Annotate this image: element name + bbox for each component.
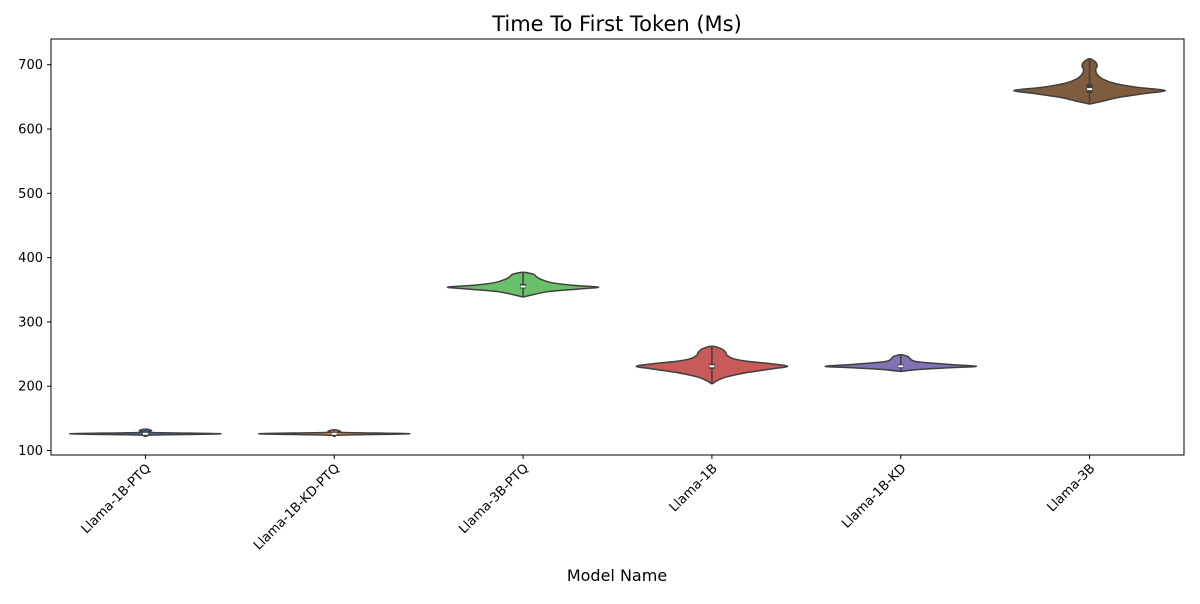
violin-llama-1b-kd [824, 353, 978, 373]
x-tick-label: Llama-1B-PTQ [79, 461, 155, 537]
violin-median [898, 365, 904, 368]
violin-median [520, 285, 526, 288]
violin-llama-3b [1013, 58, 1166, 105]
violin-median [331, 432, 337, 435]
violin-median [142, 432, 148, 435]
violin-llama-1b-kd-ptq [257, 429, 411, 438]
x-tick-label: Llama-1B-KD [839, 461, 909, 531]
y-tick-label: 600 [18, 123, 43, 138]
y-tick-label: 400 [18, 251, 43, 266]
violins-layer [69, 58, 1166, 438]
plot-frame [50, 38, 1185, 456]
violin-llama-1b-ptq [69, 428, 222, 438]
y-tick-label: 500 [18, 187, 43, 202]
chart-title: Time To First Token (Ms) [491, 12, 742, 36]
violin-median [709, 365, 715, 368]
x-axis-label: Model Name [567, 566, 667, 585]
y-tick-label: 100 [18, 444, 43, 459]
x-tick-label: Llama-3B [1044, 461, 1098, 515]
x-tick-label: Llama-1B-KD-PTQ [251, 461, 343, 553]
axes-layer: 100 200 300 400 500 600 700 Llama-1B-PTQ Llama-1… [18, 38, 1185, 553]
violin-llama-3b-ptq [446, 271, 600, 298]
y-tick-label: 700 [18, 58, 43, 73]
violin-median [1087, 88, 1093, 91]
x-tick-label: Llama-3B-PTQ [456, 461, 532, 537]
violin-llama-1b [635, 345, 789, 385]
y-tick-label: 200 [18, 380, 43, 395]
y-tick-label: 300 [18, 315, 43, 330]
x-tick-label: Llama-1B [667, 461, 721, 515]
